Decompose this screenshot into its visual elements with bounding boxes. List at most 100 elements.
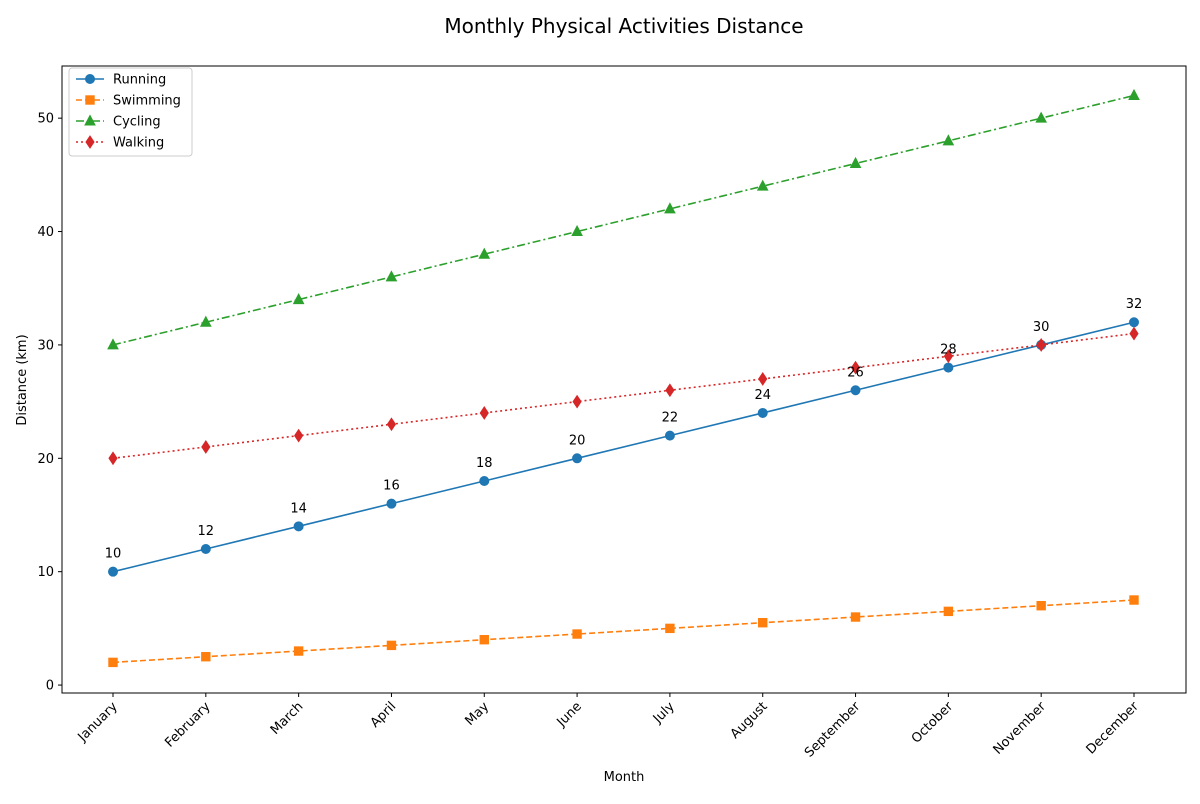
swimming-point: [943, 606, 954, 617]
legend-box: [68, 67, 193, 157]
y-tick-label: 10: [37, 565, 54, 580]
legend-label-cycling: Cycling: [113, 115, 161, 130]
y-tick-label: 20: [37, 452, 54, 467]
running-point: [757, 407, 768, 418]
x-tick-label-may: May: [462, 699, 492, 729]
plot-area-frame: [61, 65, 1187, 694]
cycling-point: [385, 270, 398, 282]
x-tick-label-august: August: [728, 699, 771, 742]
running-data-label: 12: [198, 524, 215, 539]
swimming-point: [479, 635, 489, 645]
swimming-point: [572, 629, 582, 639]
running-point: [200, 544, 211, 555]
running-data-label: 20: [569, 433, 586, 448]
swimming-point: [386, 640, 397, 651]
running-data-label: 14: [290, 501, 307, 516]
running-point: [293, 521, 304, 532]
running-data-label: 22: [662, 411, 679, 426]
running-data-label: 26: [847, 365, 864, 380]
y-tick-label: 40: [37, 225, 54, 240]
running-point: [479, 475, 490, 486]
x-tick-label-september: September: [802, 699, 864, 761]
walking-point: [572, 394, 582, 409]
cycling-point: [107, 338, 119, 350]
legend-marker-swimming: [85, 95, 95, 105]
walking-point: [758, 372, 768, 386]
legend-label-running: Running: [113, 73, 166, 88]
series-layer: [107, 88, 1140, 668]
chart-title: Monthly Physical Activities Distance: [444, 14, 803, 38]
legend-marker-cycling: [84, 114, 96, 126]
walking-point: [665, 383, 675, 398]
running-data-label: 32: [1126, 297, 1143, 312]
legend-label-swimming: Swimming: [113, 94, 181, 109]
cycling-point: [1128, 88, 1140, 100]
series-running: [108, 317, 1139, 577]
walking-point: [943, 349, 953, 364]
data-labels: 10 12 14 16 18 20 22 24 26 28 30 32: [105, 297, 1143, 561]
walking-point: [1036, 338, 1046, 352]
walking-point: [294, 428, 304, 443]
x-tick-label-march: March: [268, 699, 307, 738]
x-tick-label-december: December: [1084, 699, 1143, 758]
x-tick-label-october: October: [909, 699, 957, 747]
swimming-point: [293, 646, 304, 656]
x-axis-label: Month: [604, 770, 645, 785]
walking-point: [479, 406, 489, 420]
x-tick-label-april: April: [368, 699, 400, 731]
walking-point: [108, 451, 118, 466]
walking-line: [112, 332, 1135, 460]
legend: Running Swimming Cycling Walking: [68, 67, 193, 157]
cycling-point: [1035, 111, 1048, 123]
walking-point: [1129, 326, 1139, 341]
running-data-label: 30: [1033, 320, 1050, 335]
running-data-label: 18: [476, 456, 493, 471]
swimming-point: [758, 618, 768, 628]
swimming-point: [108, 657, 118, 668]
running-point: [850, 385, 861, 396]
cycling-point: [199, 315, 212, 327]
cycling-point: [942, 134, 955, 146]
y-axis-label: Distance (km): [15, 334, 30, 425]
running-point: [943, 362, 954, 373]
running-data-label: 24: [754, 388, 771, 403]
running-data-label: 10: [105, 547, 122, 562]
walking-point: [850, 360, 861, 375]
cycling-line: [112, 94, 1135, 346]
swimming-point: [201, 652, 211, 662]
swimming-line: [112, 599, 1135, 664]
running-point: [572, 453, 583, 464]
cycling-point: [571, 224, 583, 237]
series-swimming: [108, 595, 1139, 668]
cycling-point: [664, 202, 676, 214]
y-tick-label: 50: [37, 112, 54, 127]
running-point: [1129, 317, 1139, 328]
running-line: [112, 321, 1135, 573]
series-cycling: [107, 88, 1140, 350]
swimming-point: [1036, 600, 1046, 611]
running-point: [664, 430, 675, 441]
x-axis: January February March April May June July Augu…: [75, 693, 1143, 761]
x-tick-label-july: July: [650, 699, 678, 727]
y-axis: 0 10 20 30 40 50: [37, 112, 62, 694]
running-data-label: 28: [940, 343, 957, 358]
legend-label-walking: Walking: [113, 136, 164, 151]
running-data-label: 16: [383, 479, 400, 494]
walking-point: [386, 417, 397, 432]
cycling-point: [478, 247, 491, 259]
running-point: [386, 498, 397, 509]
cycling-point: [756, 179, 769, 191]
x-tick-label-february: February: [162, 699, 214, 751]
cycling-point: [849, 156, 862, 169]
running-point: [108, 566, 118, 577]
x-tick-label-june: June: [554, 699, 585, 730]
legend-marker-walking: [85, 135, 95, 149]
x-tick-label-november: November: [991, 699, 1050, 758]
swimming-point: [1129, 595, 1139, 605]
y-tick-label: 0: [46, 679, 54, 694]
swimming-point: [665, 623, 675, 634]
y-tick-label: 30: [37, 338, 54, 353]
x-tick-label-january: January: [75, 699, 121, 745]
